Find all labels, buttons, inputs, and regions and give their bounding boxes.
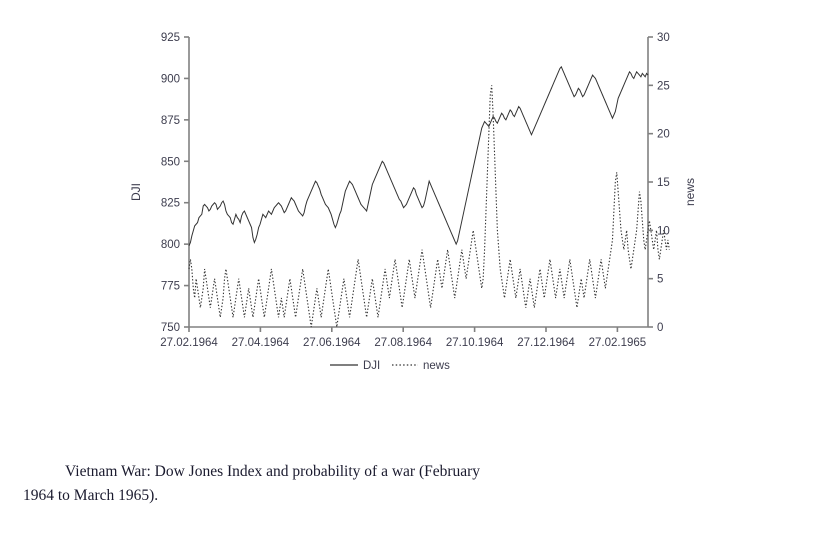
x-axis-tick-label: 27.10.1964	[446, 337, 504, 349]
chart-figure: 750 775 800 825 850 875 900 925 0 5 10 15 20 25 30 DJI n…	[129, 32, 697, 372]
right-axis-tick-label: 10	[657, 225, 670, 237]
right-axis-tick-label: 0	[657, 322, 663, 334]
left-axis-tick-label: 850	[161, 156, 180, 168]
x-axis-tick-label: 27.06.1964	[303, 337, 361, 349]
right-axis-tick-label: 5	[657, 274, 663, 286]
right-axis-tick-label: 30	[657, 32, 670, 44]
x-axis-tick-label: 27.02.1964	[160, 337, 218, 349]
x-axis-tick-label: 27.02.1965	[589, 337, 647, 349]
chart-render-group: 750 775 800 825 850 875 900 925 0 5 10 15 20 25 30 DJI n…	[129, 32, 697, 372]
x-axis-tick-label: 27.12.1964	[517, 337, 575, 349]
left-axis-title: DJI	[129, 183, 143, 201]
series-line-dji	[188, 65, 649, 246]
right-axis-tick-label: 25	[657, 80, 670, 92]
left-axis-tick-label: 925	[161, 32, 180, 44]
figure-caption: Vietnam War: Dow Jones Index and probabi…	[23, 460, 803, 508]
legend-label-news: news	[423, 360, 450, 372]
right-axis-tick-label: 20	[657, 129, 670, 141]
right-axis-title: news	[683, 178, 697, 206]
legend-label-dji: DJI	[363, 360, 380, 372]
left-axis-tick-label: 900	[161, 73, 180, 85]
x-axis-tick-label: 27.04.1964	[232, 337, 290, 349]
caption-line-2: 1964 to March 1965).	[23, 487, 159, 505]
left-axis-tick-label: 800	[161, 239, 180, 251]
x-axis-tick-label: 27.08.1964	[374, 337, 432, 349]
left-axis-tick-label: 750	[161, 322, 180, 334]
caption-line-1: Vietnam War: Dow Jones Index and probabi…	[65, 463, 481, 480]
vietnam-war-dji-news-chart: 750 775 800 825 850 875 900 925 0 5 10 15 20 25 30 DJI n…	[129, 32, 697, 372]
right-axis-tick-label: 15	[657, 177, 670, 189]
left-axis-tick-label: 825	[161, 198, 180, 210]
series-line-news	[188, 85, 670, 328]
left-axis-tick-label: 775	[161, 281, 180, 293]
left-axis-tick-label: 875	[161, 115, 180, 127]
